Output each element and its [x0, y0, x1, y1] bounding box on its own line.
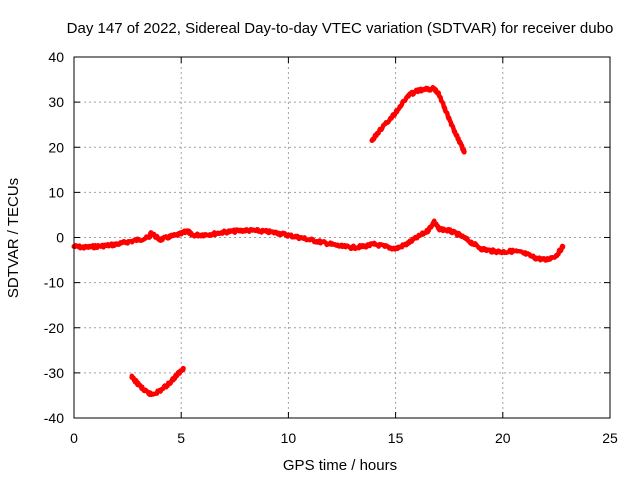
series-2 [369, 84, 467, 155]
data-point [185, 228, 191, 234]
x-tick-label: 25 [602, 430, 618, 446]
data-point [210, 231, 216, 237]
data-point [232, 228, 238, 234]
data-point [446, 228, 452, 234]
data-point [168, 234, 173, 240]
data-point [423, 87, 429, 92]
data-point [275, 230, 281, 236]
data-point [468, 239, 474, 245]
data-point [511, 248, 516, 254]
data-point [448, 122, 454, 128]
data-point [350, 244, 356, 250]
y-tick-label: -30 [44, 365, 64, 381]
data-point [157, 237, 163, 243]
data-point [178, 231, 184, 237]
series-0 [71, 218, 566, 263]
data-point [253, 228, 259, 234]
data-point [436, 90, 441, 96]
data-point [125, 239, 131, 245]
y-tick-label: 30 [48, 94, 64, 110]
data-point [378, 126, 384, 132]
data-point [82, 244, 88, 250]
data-point [431, 219, 437, 225]
data-point [500, 249, 506, 255]
data-point [157, 388, 163, 394]
data-point [135, 237, 141, 243]
chart-title: Day 147 of 2022, Sidereal Day-to-day VTE… [67, 20, 614, 37]
data-point [165, 381, 171, 387]
data-point [403, 241, 409, 247]
data-point [142, 388, 148, 394]
data-point [318, 239, 324, 245]
x-axis-label: GPS time / hours [283, 457, 397, 474]
y-tick-label: 0 [56, 230, 64, 246]
data-point [414, 88, 420, 94]
x-tick-label: 5 [177, 430, 185, 446]
series-1 [129, 365, 186, 398]
data-point [103, 243, 109, 249]
axis-ticks: 0 5 10 15 20 25 -40 -30 -20 -10 0 10 20 30 40 [44, 49, 618, 446]
data-point [328, 241, 334, 247]
data-point [521, 250, 527, 256]
data-point [369, 138, 375, 143]
data-point [553, 253, 559, 258]
data-point [148, 392, 154, 397]
data-point [532, 255, 538, 261]
x-tick-label: 20 [495, 430, 511, 446]
y-tick-label: 20 [48, 139, 64, 155]
data-point [360, 244, 366, 249]
data-point [489, 248, 495, 254]
data-point [135, 381, 141, 387]
y-tick-label: 40 [48, 49, 64, 65]
data-point [296, 235, 302, 240]
y-tick-label: -20 [44, 320, 64, 336]
data-point [442, 106, 448, 112]
data-point [114, 241, 120, 247]
data-point [436, 226, 441, 231]
x-tick-label: 15 [388, 430, 404, 446]
data-point [543, 257, 549, 263]
data-point [221, 229, 227, 235]
data-point [174, 372, 180, 378]
series-layer [71, 84, 566, 398]
data-point [560, 244, 566, 249]
data-point [285, 232, 291, 238]
data-point [457, 232, 463, 238]
data-point [92, 244, 98, 249]
data-point [425, 228, 431, 234]
series-line [369, 84, 467, 155]
data-point [431, 86, 437, 92]
data-point [307, 237, 313, 243]
data-point [180, 365, 186, 371]
y-axis-label: SDTVAR / TECUs [5, 178, 22, 298]
data-point [457, 140, 463, 146]
data-point [243, 227, 248, 233]
data-point [264, 229, 270, 235]
data-point [406, 92, 411, 98]
data-point [397, 104, 403, 110]
data-point [461, 149, 467, 155]
data-point [371, 241, 377, 247]
data-point [146, 235, 152, 240]
data-point [388, 115, 394, 121]
x-tick-label: 10 [281, 430, 297, 446]
data-point [129, 374, 135, 380]
data-point [339, 244, 345, 249]
data-point [393, 246, 399, 252]
y-tick-label: -40 [44, 410, 64, 426]
x-tick-label: 0 [70, 430, 78, 446]
data-point [382, 244, 388, 249]
y-tick-label: 10 [48, 184, 64, 200]
data-point [478, 246, 484, 252]
y-tick-label: -10 [44, 275, 64, 291]
series-line [71, 218, 566, 263]
data-point [414, 235, 420, 240]
data-point [200, 232, 206, 238]
data-point [148, 230, 154, 236]
data-point [189, 232, 195, 238]
